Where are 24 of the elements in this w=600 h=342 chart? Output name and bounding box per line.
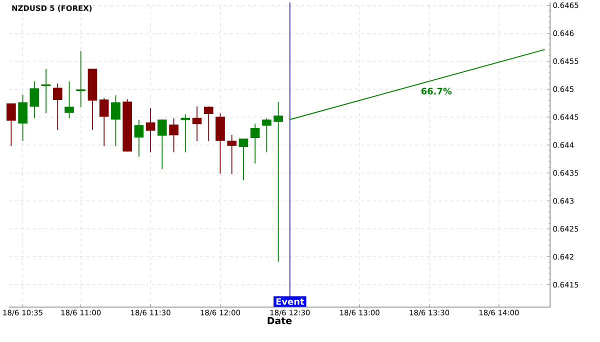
ref-line-label: Event [276,298,304,305]
candlestick [250,123,260,164]
candlestick [18,94,28,142]
candlestick [216,112,225,174]
candlestick [227,134,237,175]
candlestick [146,108,156,153]
candlestick [52,83,62,130]
candlestick [6,103,16,147]
candlestick [64,80,74,119]
candlestick [204,106,214,142]
candlestick [274,102,283,262]
annotation: 66.7% [421,88,452,95]
candlestick [180,114,190,153]
candlestick [262,118,272,153]
candlestick [111,94,120,147]
candlestick [76,50,86,108]
candlestick [238,138,248,181]
x-axis-title: Date [268,317,292,324]
candlestick [158,118,167,170]
candlestick [192,106,202,142]
candlestick [169,118,178,153]
candlestick [134,119,144,158]
candlestick [99,98,109,147]
candlestick [30,80,40,119]
